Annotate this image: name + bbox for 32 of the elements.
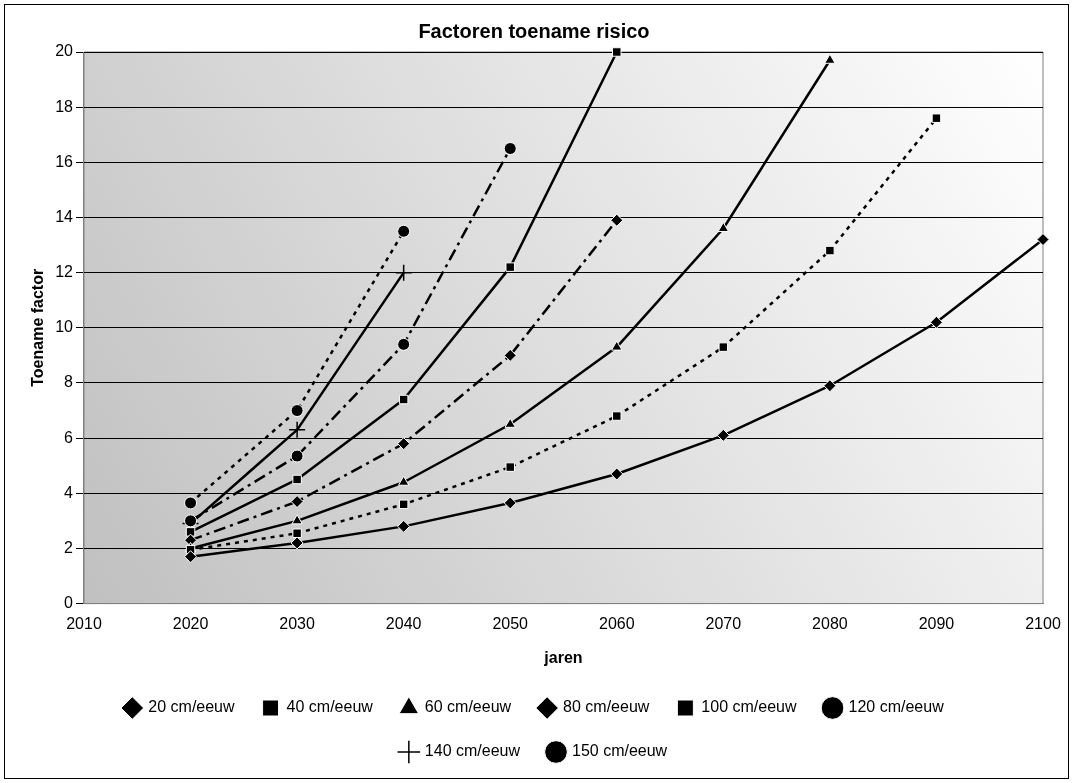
legend-label: 60 cm/eeuw — [424, 698, 512, 716]
y-tick-label: 16 — [55, 152, 74, 170]
legend-label: 20 cm/eeuw — [148, 698, 236, 716]
x-tick-label: 2070 — [705, 614, 742, 632]
x-tick-label: 2040 — [385, 614, 422, 632]
legend-label: 80 cm/eeuw — [563, 698, 650, 716]
y-tick-label: 2 — [64, 538, 74, 556]
x-tick-label: 2090 — [918, 614, 955, 632]
y-tick-label: 4 — [64, 483, 74, 501]
y-tick-label: 20 — [55, 42, 74, 60]
x-tick-label: 2010 — [66, 614, 102, 632]
legend-label: 120 cm/eeuw — [848, 698, 945, 716]
y-tick-label: 18 — [55, 97, 74, 115]
legend-label: 100 cm/eeuw — [701, 698, 797, 716]
x-tick-label: 2030 — [279, 614, 316, 632]
legend-label: 150 cm/eeuw — [572, 742, 668, 760]
x-tick-label: 2060 — [598, 614, 635, 632]
y-tick-label: 0 — [64, 594, 74, 612]
legend-label: 40 cm/eeuw — [286, 698, 374, 716]
x-tick-label: 2020 — [172, 614, 209, 632]
chart-title: Factoren toename risico — [418, 19, 650, 42]
y-tick-label: 6 — [64, 428, 74, 446]
legend-label: 140 cm/eeuw — [424, 742, 521, 760]
y-tick-label: 14 — [55, 207, 74, 225]
y-tick-label: 12 — [55, 263, 74, 281]
y-tick-label: 8 — [64, 373, 74, 391]
x-axis-title: jaren — [543, 648, 583, 666]
y-axis-title: Toename factor — [29, 268, 47, 387]
x-tick-label: 2080 — [812, 614, 848, 632]
y-tick-label: 10 — [55, 318, 74, 336]
x-tick-label: 2050 — [492, 614, 529, 632]
x-tick-label: 2100 — [1025, 614, 1061, 632]
